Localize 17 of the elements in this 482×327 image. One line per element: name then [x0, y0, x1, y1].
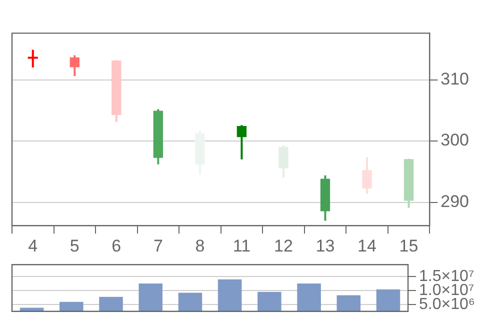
candlestick: [70, 54, 80, 78]
x-tick-label: 6: [112, 236, 122, 256]
x-tick-label: 5: [70, 236, 80, 256]
x-tick-label: 7: [153, 236, 163, 256]
candlestick: [362, 156, 372, 195]
y-tick-label: 300: [440, 130, 470, 150]
x-tick-label: 12: [274, 236, 293, 256]
y-tick-label: 290: [440, 192, 470, 212]
candlestick: [278, 144, 288, 179]
x-tick-label: 15: [399, 236, 418, 256]
x-tick-label: 4: [28, 236, 38, 256]
x-tick-label: 11: [232, 236, 251, 256]
candlestick: [236, 124, 247, 160]
x-tick-label: 13: [316, 236, 335, 256]
x-tick-label: 14: [358, 236, 376, 256]
x-tick-label: 8: [195, 236, 205, 256]
y-tick-label: 310: [440, 69, 470, 88]
